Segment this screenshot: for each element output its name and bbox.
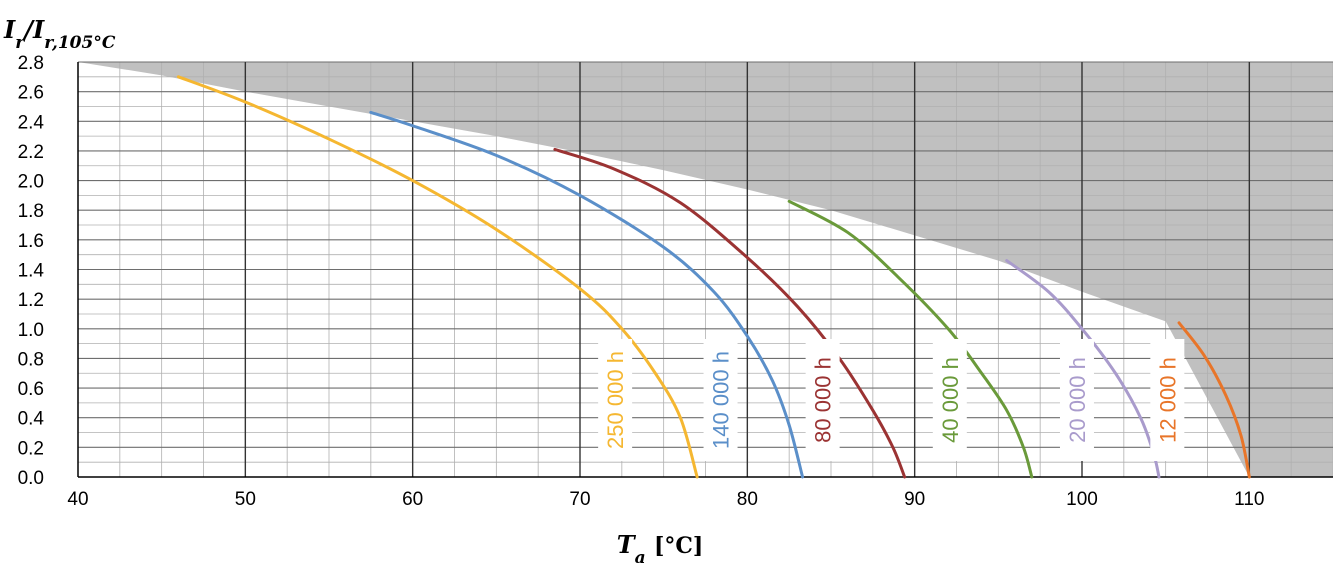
y-tick-label: 0.4	[18, 409, 45, 430]
series-line-1	[369, 110, 805, 479]
y-tick-label: 2.8	[18, 53, 44, 74]
x-tick-label: 90	[904, 489, 925, 510]
y-tick-label: 0.8	[18, 349, 44, 370]
series-label-bg-5	[1150, 339, 1185, 461]
x-tick-label: 60	[402, 489, 423, 510]
series-label-0: 250 000 h	[603, 351, 628, 449]
y-tick-label: 0.2	[18, 438, 44, 459]
series-line-0	[176, 75, 699, 479]
y-tick-label: 1.8	[18, 201, 44, 222]
series-label-bg-0	[598, 339, 633, 461]
y-tick-label: 0.6	[18, 379, 44, 400]
series-label-1: 140 000 h	[709, 351, 734, 449]
y-tick-label: 2.2	[18, 142, 44, 163]
series-label-4: 20 000 h	[1065, 357, 1090, 443]
x-tick-label: 50	[235, 489, 256, 510]
y-tick-label: 0.0	[18, 468, 44, 489]
series-label-5: 12 000 h	[1155, 357, 1180, 443]
y-tick-label: 1.0	[18, 320, 44, 341]
x-tick-label: 80	[737, 489, 758, 510]
y-tick-label: 2.0	[18, 172, 44, 193]
y-tick-label: 1.4	[18, 261, 45, 282]
x-axis-title: Ta [°C]	[617, 530, 704, 564]
y-tick-label: 2.6	[18, 83, 44, 104]
x-tick-label: 100	[1066, 489, 1098, 510]
y-tick-label: 2.4	[18, 112, 45, 133]
x-tick-label: 70	[569, 489, 590, 510]
series-line-5	[1177, 321, 1251, 479]
series-label-bg-1	[703, 339, 738, 461]
series-label-2: 80 000 h	[811, 357, 836, 443]
x-tick-label: 40	[67, 489, 88, 510]
x-tick-label: 110	[1234, 489, 1264, 510]
series-label-bg-3	[932, 339, 967, 461]
y-tick-label: 1.2	[18, 290, 44, 311]
y-tick-label: 1.6	[18, 231, 44, 252]
series-label-bg-4	[1059, 339, 1094, 461]
series-label-bg-2	[805, 339, 840, 461]
y-axis-title: Ir/Ir,105°C	[3, 15, 116, 53]
series-label-3: 40 000 h	[938, 357, 963, 443]
series-line-2	[553, 147, 907, 479]
